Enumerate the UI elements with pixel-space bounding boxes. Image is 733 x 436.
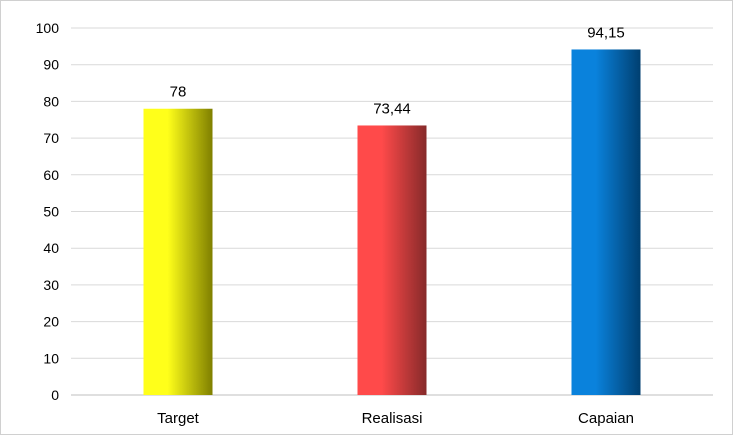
- data-labels: 78 73,44 94,15: [170, 24, 625, 117]
- x-tick-label-capaian: Capaian: [578, 410, 634, 427]
- data-label-realisasi: 73,44: [373, 100, 411, 117]
- data-label-capaian: 94,15: [587, 24, 625, 41]
- bar-realisasi: [357, 125, 427, 396]
- x-tick-label-realisasi: Realisasi: [362, 410, 423, 427]
- x-axis: Target Realisasi Capaian: [157, 410, 634, 427]
- y-tick-label: 50: [43, 204, 59, 220]
- bars: [143, 49, 641, 396]
- y-tick-label: 80: [43, 93, 59, 109]
- y-tick-label: 90: [43, 57, 59, 73]
- y-tick-label: 10: [43, 350, 59, 366]
- data-label-target: 78: [170, 84, 187, 101]
- bar-target: [143, 108, 213, 396]
- y-tick-label: 100: [36, 20, 60, 36]
- y-tick-label: 20: [43, 314, 59, 330]
- y-tick-label: 70: [43, 130, 59, 146]
- y-axis: 0 10 20 30 40 50 60 70 80 90 100: [36, 20, 713, 403]
- y-tick-label: 60: [43, 167, 59, 183]
- y-tick-label: 0: [51, 387, 59, 403]
- x-tick-label-target: Target: [157, 410, 200, 427]
- y-tick-label: 30: [43, 277, 59, 293]
- bar-capaian: [571, 49, 641, 395]
- y-tick-label: 40: [43, 240, 59, 256]
